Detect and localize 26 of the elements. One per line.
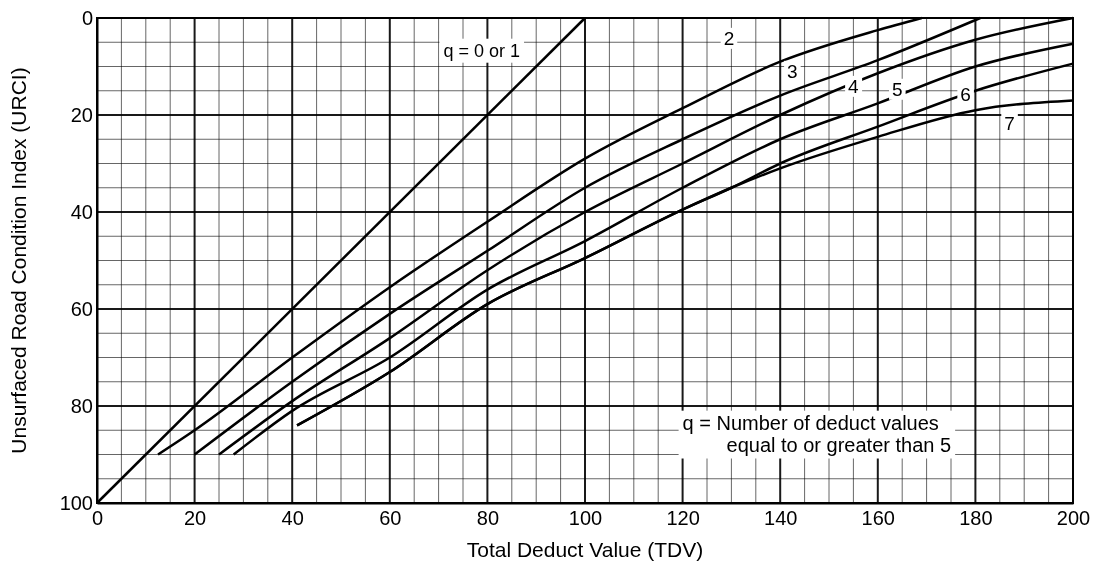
x-tick-label: 120: [666, 507, 700, 530]
x-tick-label: 180: [959, 507, 993, 530]
y-axis-title: Unsurfaced Road Condition Index (URCI): [7, 67, 30, 454]
annotation: q = Number of deduct values equal to or greater than 5: [682, 412, 952, 457]
x-tick-label: 200: [1056, 507, 1091, 530]
annotation: 2: [723, 27, 735, 49]
x-tick-label: 80: [476, 507, 500, 530]
x-tick-label: 20: [183, 507, 207, 530]
x-tick-label: 40: [281, 507, 304, 530]
annotation: 6: [960, 83, 971, 105]
annotation: 3: [787, 60, 798, 82]
x-tick-label: 140: [764, 507, 798, 530]
x-tick-label: 100: [568, 507, 603, 530]
y-tick-label: 40: [70, 200, 93, 223]
x-axis-title: Total Deduct Value (TDV): [466, 538, 704, 561]
x-tick-label: 160: [861, 507, 895, 530]
annotation: 4: [848, 75, 860, 97]
y-tick-label: 60: [70, 297, 93, 320]
y-tick-label: 0: [81, 6, 93, 29]
annotation: 7: [1004, 112, 1015, 134]
y-tick-label: 80: [70, 394, 93, 417]
annotation: q = 0 or 1: [443, 40, 521, 61]
y-tick-label: 20: [70, 103, 93, 126]
x-tick-label: 60: [379, 507, 402, 530]
annotation: 5: [892, 78, 903, 100]
y-tick-label: 100: [59, 491, 93, 514]
